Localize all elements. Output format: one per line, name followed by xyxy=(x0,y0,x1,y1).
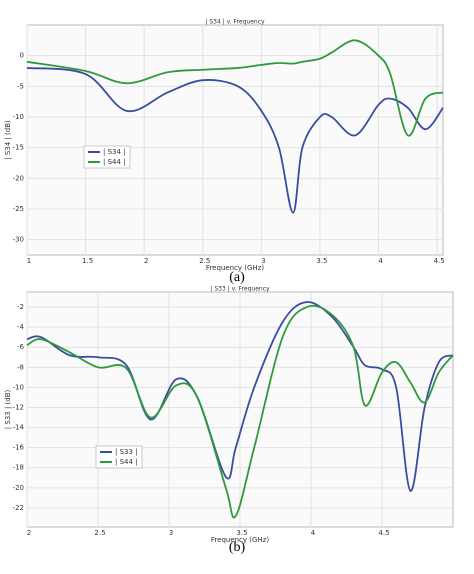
y-tick-label: -18 xyxy=(13,464,24,472)
y-tick-label: -25 xyxy=(13,205,24,213)
series-line xyxy=(26,39,444,137)
legend-label: | S34 | xyxy=(103,148,126,156)
x-tick-label: 3.5 xyxy=(316,257,327,265)
x-tick-label: 2.5 xyxy=(94,529,105,537)
y-axis-label: | S34 | (dB) xyxy=(4,120,12,160)
caption: (a) xyxy=(229,270,245,285)
x-tick-label: 3.5 xyxy=(236,529,247,537)
legend-label: | S44 | xyxy=(103,158,126,166)
x-tick-label: 4 xyxy=(378,257,383,265)
y-tick-label: -10 xyxy=(13,113,24,121)
caption: (b) xyxy=(229,540,246,555)
x-tick-label: 2 xyxy=(144,257,148,265)
x-tick-label: 4 xyxy=(311,529,316,537)
x-axis-label: Frequency (GHz) xyxy=(206,264,264,272)
x-axis-label: Frequency (GHz) xyxy=(211,536,269,544)
x-tick-label: 1 xyxy=(27,257,31,265)
y-tick-label: -2 xyxy=(17,303,24,311)
plot-area xyxy=(26,24,444,256)
legend-label: | S44 | xyxy=(115,458,138,466)
y-tick-label: -5 xyxy=(17,82,24,90)
y-tick-label: -20 xyxy=(13,174,24,182)
y-tick-label: -4 xyxy=(17,323,25,331)
x-tick-label: 1.5 xyxy=(82,257,93,265)
y-tick-label: -8 xyxy=(17,363,24,371)
x-tick-label: 3 xyxy=(261,257,265,265)
y-tick-label: -20 xyxy=(13,484,24,492)
y-tick-label: -10 xyxy=(13,383,24,391)
x-tick-label: 2.5 xyxy=(199,257,210,265)
series-line xyxy=(26,304,454,519)
y-tick-label: -22 xyxy=(13,504,24,512)
x-tick-label: 3 xyxy=(169,529,173,537)
chart-title: | S33 | v. Frequency xyxy=(210,286,270,293)
x-tick-label: 2 xyxy=(27,529,31,537)
y-tick-label: -30 xyxy=(13,236,24,244)
y-tick-label: -14 xyxy=(13,424,25,432)
x-tick-label: 4.5 xyxy=(434,257,445,265)
y-tick-label: -16 xyxy=(13,444,25,452)
y-tick-label: -12 xyxy=(13,403,24,411)
y-tick-label: 0 xyxy=(20,52,24,60)
y-axis-label: | S33 | (dB) xyxy=(4,390,12,430)
series-line xyxy=(26,301,454,492)
y-tick-label: -15 xyxy=(13,144,24,152)
chart-title: | S34 | v. Frequency xyxy=(205,19,265,26)
y-tick-label: -6 xyxy=(17,343,25,351)
series-line xyxy=(26,67,444,214)
x-tick-label: 4.5 xyxy=(378,529,389,537)
legend-label: | S33 | xyxy=(115,448,138,456)
